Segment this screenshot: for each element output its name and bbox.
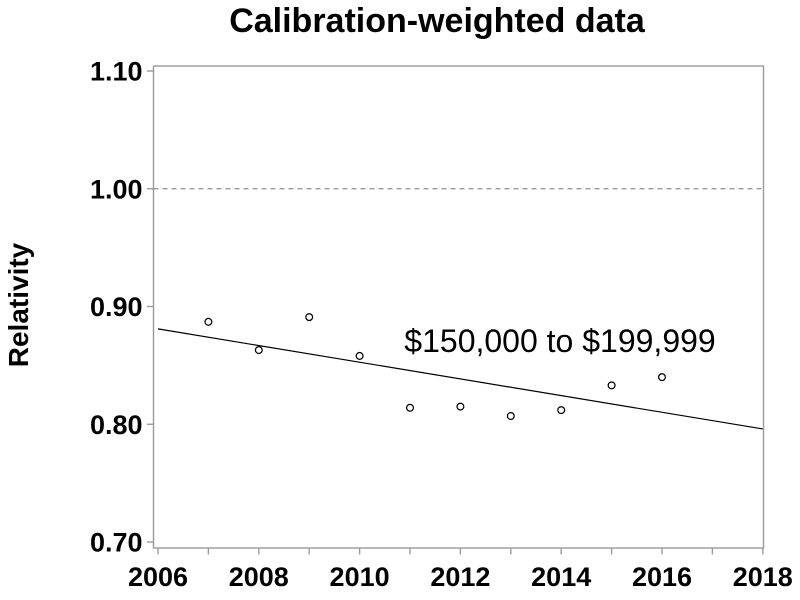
x-tick-label: 2018 <box>733 562 793 592</box>
data-point <box>557 406 566 415</box>
y-tick-label: 1.00 <box>90 174 143 204</box>
x-tick-label: 2012 <box>430 562 490 592</box>
x-tick-label: 2016 <box>632 562 692 592</box>
plot-frame <box>152 65 765 549</box>
data-point <box>405 403 415 412</box>
trend-line-layer <box>157 328 763 430</box>
x-tick-label: 2006 <box>128 562 188 592</box>
data-point <box>456 402 465 411</box>
data-point <box>607 381 616 390</box>
series-annotation-label: $150,000 to $199,999 <box>404 323 715 359</box>
axis-tick-labels-layer: 2006 2008 2010 2012 2014 2016 2018 1.10 1.00 0.90… <box>90 57 793 593</box>
x-tick-label: 2010 <box>330 562 390 592</box>
data-point <box>355 351 364 360</box>
x-tick-label: 2014 <box>531 562 591 592</box>
data-point <box>657 373 667 382</box>
y-tick-label: 0.90 <box>90 292 143 322</box>
data-point <box>305 313 314 322</box>
y-tick-label: 0.70 <box>90 528 143 558</box>
data-point <box>254 346 263 355</box>
data-point <box>204 317 213 326</box>
x-tick-label: 2008 <box>229 562 289 592</box>
data-points-layer <box>204 313 667 421</box>
trend-line <box>157 328 763 430</box>
chart-title: Calibration-weighted data <box>229 2 646 40</box>
y-tick-label: 0.80 <box>90 410 143 440</box>
y-tick-label: 1.10 <box>90 57 143 87</box>
y-axis-title: Relativity <box>3 242 34 367</box>
axis-ticks-layer <box>147 70 764 555</box>
data-point <box>506 411 515 421</box>
